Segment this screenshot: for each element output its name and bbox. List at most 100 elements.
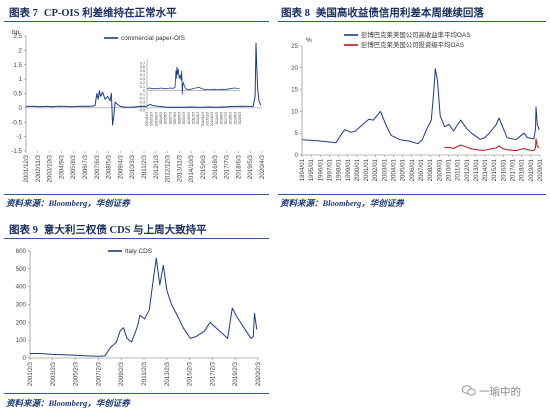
x-tick-label: 2015/01 <box>491 158 498 181</box>
series-1-point <box>64 106 66 107</box>
series-1-point <box>114 101 116 103</box>
series-1-point <box>533 138 535 140</box>
x-tick-label: 2010/01 <box>445 158 452 181</box>
series-line-2 <box>444 138 540 152</box>
series-2-point <box>460 144 461 146</box>
x-tick-label: 1997/01 <box>326 158 333 181</box>
series-1-point <box>109 100 111 101</box>
inset-x-tick-label: 2002/11/3 <box>150 112 154 126</box>
series-1-point <box>260 104 262 106</box>
x-tick-label: 2017/2/3 <box>209 361 216 386</box>
series-1-point <box>258 100 260 101</box>
series-1-point <box>83 105 84 107</box>
series-1-point <box>466 128 468 130</box>
inset-y-tick-label: 0.7 <box>140 61 145 65</box>
series-1-point <box>417 143 419 144</box>
x-tick-label: 2020/4/3 <box>259 154 266 179</box>
series-1-point <box>171 107 172 108</box>
legend-label-1: 彭博巴克莱美国公司高收益率平均OAS <box>361 30 470 39</box>
series-1-point <box>146 105 147 107</box>
y-tick-label: 500 <box>16 266 27 273</box>
series-1-point <box>535 128 536 130</box>
x-tick-label: 2016/01 <box>500 158 507 181</box>
series-1-point <box>537 124 538 125</box>
y-tick-label: 25 <box>291 43 298 50</box>
series-1-point <box>87 355 88 357</box>
inset-y-tick-label: -0.4 <box>139 104 145 108</box>
series-1-point <box>189 338 191 339</box>
series-1-point <box>350 132 352 133</box>
series-1-point <box>246 106 248 107</box>
x-tick-label: 2002/11/3 <box>35 154 42 182</box>
series-1-point <box>144 318 145 320</box>
series-1-point <box>196 107 197 108</box>
series-1-point <box>335 142 337 144</box>
series-1-point <box>107 96 108 97</box>
series-1-point <box>344 129 346 130</box>
figure8-rule-bottom <box>278 194 546 195</box>
y-tick-label: 2.5 <box>13 33 22 40</box>
series-1-point <box>227 338 228 339</box>
inset-x-tick-label: 2018/6/3 <box>229 112 233 125</box>
inset-series-line <box>146 66 240 95</box>
y-tick-label: 15 <box>291 87 298 94</box>
series-2-point <box>498 145 500 147</box>
series-1-point <box>104 99 106 100</box>
x-tick-label: 2003/01 <box>381 158 388 181</box>
figure7-label: 图表 7 <box>9 8 38 19</box>
x-tick-label: 2019/01 <box>528 158 535 181</box>
series-1-point <box>341 132 343 134</box>
y-tick-label: -0.5 <box>11 119 22 126</box>
inset-x-tick-label: 2010/3/3 <box>187 112 191 125</box>
y-tick-label: 20 <box>291 65 298 72</box>
x-tick-label: 2015/9/3 <box>200 154 207 179</box>
series-1-point <box>119 331 121 332</box>
series-2-point <box>535 147 536 149</box>
x-tick-label: 2020/2/3 <box>255 361 262 386</box>
x-tick-label: 2004/01 <box>391 158 398 181</box>
series-1-point <box>422 139 423 140</box>
y-tick-label: 200 <box>16 319 27 326</box>
series-1-point <box>137 325 138 327</box>
series-1-point <box>40 353 41 354</box>
series-1-point <box>89 106 91 107</box>
series-1-point <box>123 106 125 108</box>
figure9-rule <box>4 238 269 239</box>
series-1-point <box>117 104 118 105</box>
series-1-point <box>152 105 154 106</box>
series-1-point <box>190 106 191 108</box>
series-1-point <box>408 140 410 142</box>
series-1-point <box>310 139 312 141</box>
inset-x-tick-label: 2001/12/3 <box>145 112 149 126</box>
figure9-label: 图表 9 <box>9 225 38 236</box>
series-1-point <box>58 105 59 107</box>
series-1-point <box>431 119 432 121</box>
series-1-point <box>460 119 461 121</box>
series-1-point <box>250 338 252 339</box>
series-1-point <box>380 111 381 112</box>
chart8-box: 25 20 15 10 5 0 1994/01 1995/01 1996/01 1997/01 19… <box>278 24 546 192</box>
series-1-point <box>25 106 27 107</box>
series-1-point <box>319 140 321 142</box>
figure9-source: 资料来源：Bloomberg，华创证券 <box>6 398 130 408</box>
series-1-point <box>51 354 53 355</box>
inset-x-tick-label: 2004/9/3 <box>159 112 163 125</box>
series-1-point <box>203 331 205 332</box>
x-tick-label: 2001/12/3 <box>23 154 30 182</box>
x-tick-label: 2006/7/3 <box>82 154 89 179</box>
series-1-point <box>165 106 166 108</box>
x-tick-label: 2017/01 <box>510 158 517 181</box>
series-1-point <box>195 336 197 337</box>
y-tick-label: 5 <box>295 130 299 137</box>
series-1-point <box>158 106 160 107</box>
series-1-point <box>386 126 387 127</box>
series-1-point <box>98 355 100 357</box>
x-tick-label: 2004/9/3 <box>58 154 65 179</box>
series-2-point <box>496 147 497 149</box>
y-tick-label: 1 <box>19 76 23 83</box>
x-tick-label: 2001/2/3 <box>27 361 34 386</box>
series-1-point <box>362 124 363 125</box>
inset-y-tick-label: -0.5 <box>139 108 145 112</box>
inset-y-tick-label: 0.6 <box>140 65 145 69</box>
x-tick-label: 2005/2/3 <box>73 361 80 386</box>
